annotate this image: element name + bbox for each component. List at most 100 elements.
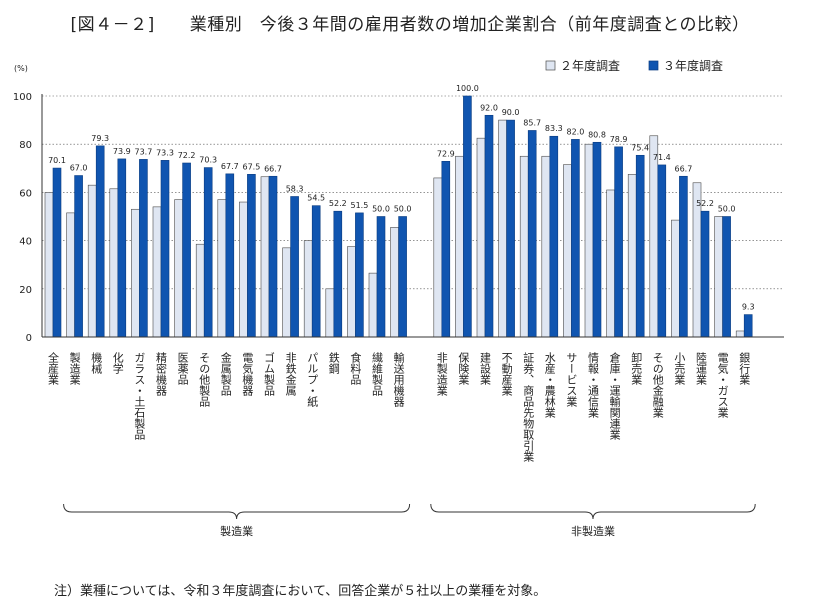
bar-2nendo [87,184,97,338]
bar-2nendo [519,155,529,338]
data-label: 67.5 [242,162,260,171]
legend-label-3nendo: ３年度調査 [663,58,723,73]
category-label: 卸売業 [630,351,643,385]
data-label: 52.2 [696,199,714,208]
bar-2nendo [282,247,291,338]
legend-label-2nendo: ２年度調査 [560,58,620,73]
bars [44,95,753,338]
bar-3nendo [679,175,688,338]
group-label: 製造業 [220,524,253,538]
data-label: 50.0 [718,205,736,214]
data-label: 66.7 [264,164,282,173]
bar-3nendo [290,196,299,338]
bar-2nendo [239,201,248,338]
data-label: 82.0 [566,127,584,136]
bar-3nendo [571,139,580,338]
bar-2nendo [714,216,723,338]
bar-3nendo [355,212,364,338]
legend-swatch-2nendo [545,60,556,71]
bar-3nendo [527,130,537,338]
bar-3nendo [95,145,105,338]
category-label: 保険業 [457,351,470,385]
data-label: 78.9 [610,135,628,144]
y-tick-label: 80 [19,140,32,151]
bar-3nendo [700,210,710,338]
bar-3nendo [203,167,213,338]
y-tick-label: 40 [19,237,32,248]
bar-3nendo [722,216,731,338]
bar-2nendo [390,227,399,338]
bar-2nendo [455,155,464,338]
data-label: 85.7 [523,118,541,127]
data-labels: 70.1 67.0 79.3 73.9 73.7 73.3 72.270.3 67.7 67.5… [48,84,754,312]
bar-2nendo [217,199,227,338]
bar-3nendo [182,162,191,338]
bar-3nendo [635,154,645,338]
category-label: 電気・ガス業 [716,352,729,418]
axes: 0 20 40 60 80 100 (%) [13,64,784,344]
category-label: パルプ・紙 [306,352,319,407]
bar-3nendo [225,173,235,338]
category-label: 化学 [111,351,124,374]
data-label: 66.7 [674,164,692,173]
data-label: 71.4 [653,153,671,162]
bar-3nendo [74,175,83,338]
bar-2nendo [541,155,551,338]
category-label: 鉄鋼 [327,351,340,375]
category-label: 電気機器 [241,352,254,397]
category-label: 水産・農林業 [543,352,556,418]
bar-3nendo [376,216,386,338]
category-label: ゴム製品 [263,351,276,396]
category-label: 機械 [90,351,103,375]
data-label: 67.7 [221,162,239,171]
category-label: 倉庫・運輸関連業 [608,351,621,440]
data-label: 58.3 [286,184,304,193]
y-tick-label: 100 [13,92,32,103]
data-label: 70.3 [199,156,217,165]
category-label: 精密機器 [155,352,168,397]
category-label: 非製造業 [435,352,448,396]
category-label: 非鉄金属 [284,352,297,397]
category-label: その他製品 [198,352,211,407]
bar-3nendo [398,216,407,338]
bar-2nendo [563,164,572,338]
data-label: 73.7 [134,147,152,156]
category-label: 繊維製品 [371,352,384,396]
category-label: 輸送用機器 [392,351,405,408]
bar-3nendo [117,158,127,338]
data-label: 80.8 [588,130,606,139]
bar-3nendo [139,159,148,338]
data-label: 73.3 [156,148,174,157]
bar-3nendo [549,135,559,338]
bar-3nendo [463,95,472,338]
bar-3nendo [268,175,278,338]
bar-2nendo [433,177,443,338]
chart-title: [図４－２] 業種別 今後３年間の雇用者数の増加企業割合（前年度調査との比較） [70,15,750,35]
bar-3nendo [592,141,602,338]
bar-3nendo [333,210,343,338]
y-tick-label: 20 [19,285,32,296]
bar-2nendo [368,272,378,338]
category-label: 金属製品 [219,351,232,396]
bar-2nendo [174,199,183,338]
bar-3nendo [743,314,753,338]
bar-2nendo [627,174,637,338]
data-label: 79.3 [91,134,109,143]
bar-3nendo [52,167,62,338]
bar-3nendo [160,160,170,338]
group-bracket [430,503,756,520]
bar-3nendo [484,114,494,338]
group-bracket [63,503,411,520]
category-label: 銀行業 [738,351,751,385]
bar-3nendo [657,164,667,338]
data-label: 9.3 [742,303,755,312]
bar-2nendo [152,206,162,338]
category-label: 陸運業 [695,352,708,385]
category-label: その他金融業 [651,352,664,418]
data-label: 67.0 [70,164,88,173]
data-label: 50.0 [372,205,390,214]
data-label: 92.0 [480,103,498,112]
category-label: 不動産業 [500,352,513,396]
data-label: 54.5 [307,194,325,203]
